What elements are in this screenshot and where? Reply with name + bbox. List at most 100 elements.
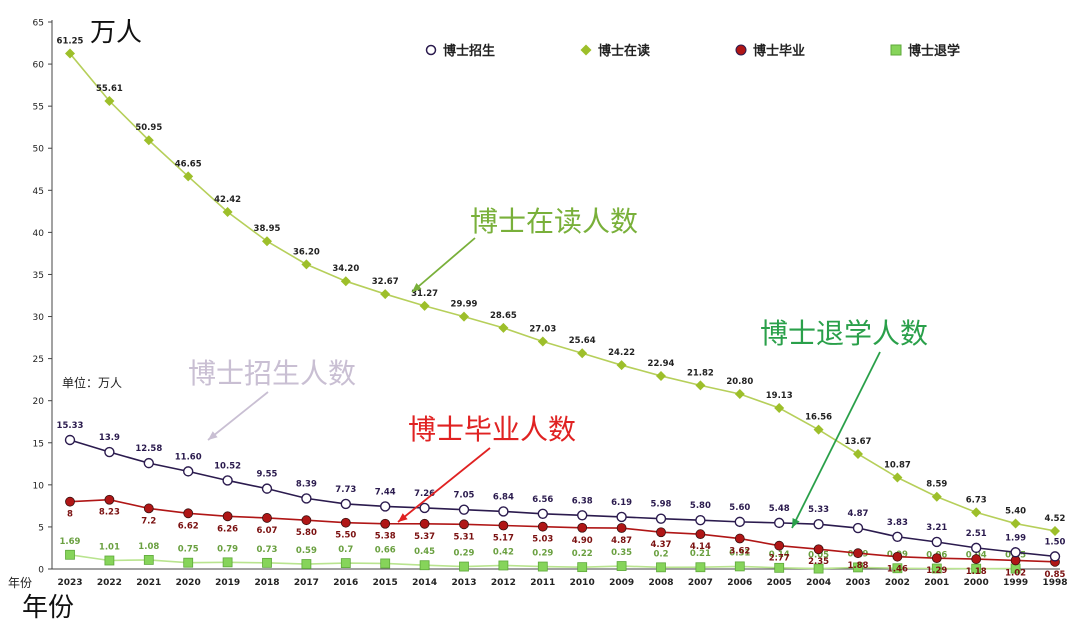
data-label: 3.83	[887, 518, 908, 528]
data-label: 1.02	[1005, 568, 1026, 578]
data-label: 0.59	[296, 546, 317, 556]
data-label: 0.85	[1045, 570, 1066, 580]
data-point	[498, 322, 509, 333]
data-point	[656, 370, 666, 381]
x-tick-label: 2005	[767, 578, 792, 588]
data-point	[419, 502, 430, 514]
data-point	[419, 300, 430, 311]
callout-admission: 博士招生人数	[188, 357, 357, 390]
data-point	[695, 529, 706, 540]
data-label: 5.50	[335, 531, 356, 541]
data-label: 42.42	[214, 195, 241, 205]
data-point	[774, 562, 785, 573]
arrow-admission	[207, 391, 269, 441]
data-label: 5.38	[375, 532, 396, 542]
data-point	[577, 522, 588, 533]
data-label: 5.33	[808, 505, 829, 515]
data-label: 16.56	[805, 413, 832, 423]
data-label: 15.33	[57, 421, 84, 431]
data-point	[498, 506, 509, 517]
data-point	[616, 523, 627, 533]
data-label: 5.40	[1005, 507, 1026, 517]
x-tick-label: 2012	[491, 578, 516, 588]
data-point	[734, 533, 745, 544]
data-label: 1.88	[848, 561, 869, 571]
legend-label: 博士退学	[908, 44, 961, 59]
callout-dropout: 博士退学人数	[760, 317, 929, 350]
x-tick-label: 2011	[530, 578, 555, 588]
arrow-graduation	[397, 447, 491, 523]
data-label: 0.14	[769, 550, 790, 560]
x-tick-label: 2008	[648, 578, 673, 588]
data-point	[419, 518, 430, 529]
data-label: 27.03	[529, 325, 556, 335]
data-label: 3.62	[729, 547, 750, 557]
data-point	[222, 207, 233, 218]
data-label: 3.21	[926, 523, 947, 533]
x-tick-label: 2018	[254, 578, 279, 588]
data-label: 2.77	[769, 554, 790, 564]
data-point	[183, 557, 194, 568]
data-point	[734, 388, 745, 399]
data-point	[537, 508, 548, 519]
x-tick-label: 2019	[215, 578, 240, 588]
data-label: 0.2	[653, 549, 668, 559]
data-label: 2.51	[966, 529, 987, 539]
data-point	[143, 457, 155, 469]
y-tick-label: 20	[33, 397, 45, 407]
data-point	[380, 501, 391, 512]
data-point	[301, 515, 312, 526]
data-point	[931, 491, 942, 502]
data-label: 1.99	[1005, 533, 1026, 543]
y-tick-label: 65	[33, 19, 44, 29]
data-point	[577, 348, 588, 359]
data-label: 21.82	[687, 368, 714, 378]
data-label: 9.55	[257, 470, 278, 480]
data-point	[419, 560, 430, 571]
data-label: 0.29	[454, 549, 475, 559]
data-label: 0.21	[690, 549, 711, 559]
x-tick-label: 2000	[964, 578, 989, 588]
data-point	[104, 555, 115, 566]
data-point	[104, 96, 115, 107]
data-point	[931, 553, 942, 564]
data-point	[380, 289, 391, 300]
y-tick-label: 25	[33, 355, 44, 365]
data-label: 5.80	[690, 501, 711, 511]
y-tick-label: 15	[33, 439, 44, 449]
data-label: 0.79	[217, 544, 238, 554]
data-point	[65, 48, 75, 59]
data-point	[301, 559, 312, 569]
data-point	[616, 360, 627, 371]
data-point	[813, 544, 824, 555]
x-tick-label: 1998	[1042, 578, 1067, 588]
arrow-enrolled	[411, 237, 476, 293]
x-tick-label: 2007	[688, 578, 713, 588]
data-point	[892, 563, 903, 574]
data-point	[774, 517, 785, 529]
data-label: 7.26	[414, 489, 435, 499]
data-point	[971, 542, 982, 554]
data-point	[301, 493, 312, 504]
data-label: 7.73	[335, 485, 356, 495]
data-label: 7.44	[375, 487, 396, 497]
data-label: 0.45	[414, 547, 435, 557]
data-label: 6.19	[611, 498, 632, 508]
data-point	[222, 511, 233, 522]
data-point	[262, 236, 272, 247]
data-point	[340, 276, 351, 287]
data-point	[262, 557, 272, 568]
y-tick-label: 40	[33, 229, 45, 239]
data-label: 5.48	[769, 504, 790, 514]
y-tick-label: 35	[33, 271, 44, 281]
data-point	[655, 513, 667, 524]
callout-enrolled: 博士在读人数	[470, 205, 639, 238]
legend-item-dropout: 博士退学	[890, 40, 1045, 59]
data-label: 46.65	[175, 159, 202, 169]
data-point	[695, 562, 706, 573]
x-tick-label: 2022	[97, 578, 122, 588]
data-point	[143, 555, 154, 565]
data-label: 6.84	[493, 492, 514, 502]
arrow-dropout	[791, 351, 881, 529]
data-label: 19.13	[766, 391, 793, 401]
